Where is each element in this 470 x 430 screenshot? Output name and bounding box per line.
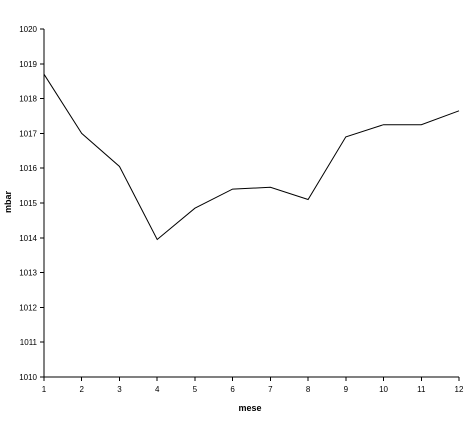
x-tick-label: 12	[455, 385, 464, 394]
y-axis: 1010 1011 1012 1013 1014 1015 1016 1017 1018 1019…	[19, 25, 45, 382]
y-axis-title: mbar	[3, 191, 13, 214]
x-tick-label: 8	[306, 385, 311, 394]
y-tick-label: 1012	[19, 303, 37, 312]
y-tick-label: 1016	[19, 164, 37, 173]
x-tick-label: 4	[155, 385, 160, 394]
y-tick-label: 1020	[19, 25, 37, 34]
x-tick-label: 10	[379, 385, 388, 394]
series-line	[43, 73, 460, 241]
x-tick-label: 2	[80, 385, 85, 394]
x-tick-label: 5	[193, 385, 198, 394]
y-tick-label: 1018	[19, 95, 37, 104]
x-tick-label: 9	[344, 385, 349, 394]
x-tick-label: 11	[417, 385, 426, 394]
x-tick-label: 1	[42, 385, 47, 394]
y-tick-label: 1010	[19, 373, 37, 382]
x-axis-title: mese	[238, 403, 261, 413]
y-tick-label: 1015	[19, 199, 37, 208]
x-axis: 1 2 3 4 5 6 7 8 9 10 11 12	[42, 376, 464, 394]
y-tick-label: 1019	[19, 60, 37, 69]
y-tick-label: 1013	[19, 269, 37, 278]
x-tick-label: 6	[230, 385, 235, 394]
x-tick-label: 3	[117, 385, 122, 394]
series-group	[43, 73, 460, 241]
y-tick-label: 1014	[19, 234, 37, 243]
x-tick-label: 7	[268, 385, 273, 394]
y-tick-label: 1011	[20, 338, 38, 347]
y-tick-label: 1017	[19, 129, 37, 138]
